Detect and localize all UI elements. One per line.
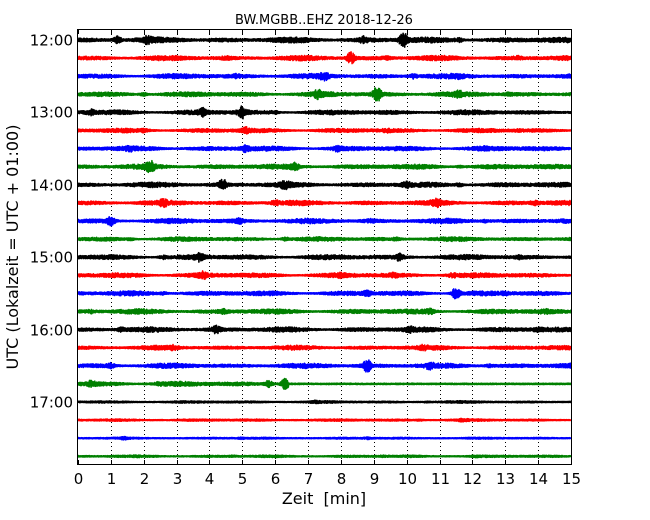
x-tick-label: 3 — [173, 470, 183, 488]
x-tick-label: 11 — [431, 470, 450, 488]
y-axis-title: UTC (Lokalzeit = UTC + 01:00) — [3, 125, 22, 370]
trace-1215 — [77, 51, 572, 65]
trace-1315 — [77, 125, 572, 135]
chart-title: BW.MGBB..EHZ 2018-12-26 — [235, 13, 413, 28]
trace-1400 — [77, 178, 572, 191]
x-tick-label: 1 — [107, 470, 117, 488]
x-axis-title: Zeit [min] — [282, 489, 366, 508]
trace-1430 — [77, 216, 572, 227]
x-tick-label: 0 — [74, 470, 84, 488]
trace-1615 — [77, 343, 572, 352]
y-tick-label: 17:00 — [30, 394, 73, 412]
trace-1300 — [77, 105, 572, 120]
trace-1500 — [77, 251, 572, 263]
x-tick-label: 7 — [304, 470, 314, 488]
x-tick-label: 2 — [140, 470, 150, 488]
trace-1600 — [77, 324, 572, 335]
trace-1230 — [77, 71, 572, 82]
x-grid — [111, 30, 539, 464]
trace-1530 — [77, 288, 572, 300]
y-tick-label: 15:00 — [30, 249, 73, 267]
trace-1200 — [77, 32, 572, 48]
trace-1445 — [77, 236, 572, 243]
x-axis: 0 1 2 3 4 5 6 7 8 9 10 11 12 13 14 15 — [74, 30, 581, 488]
x-tick-label: 13 — [496, 470, 515, 488]
x-tick-label: 12 — [463, 470, 482, 488]
x-tick-label: 10 — [398, 470, 417, 488]
trace-1345 — [77, 159, 572, 174]
y-axis: 12:00 13:00 14:00 15:00 16:00 17:00 — [30, 32, 571, 412]
x-tick-label: 14 — [529, 470, 548, 488]
plot-frame — [77, 29, 572, 465]
trace-1245 — [77, 87, 572, 102]
x-tick-label: 6 — [271, 470, 281, 488]
y-tick-label: 14:00 — [30, 177, 73, 195]
x-tick-label: 15 — [562, 470, 581, 488]
y-tick-label: 13:00 — [30, 104, 73, 122]
trace-1730 — [77, 435, 572, 441]
trace-1330 — [77, 144, 572, 154]
trace-1745 — [77, 454, 572, 459]
traces — [77, 32, 572, 459]
trace-1630 — [77, 359, 572, 373]
x-tick-label: 9 — [370, 470, 380, 488]
x-tick-label: 5 — [238, 470, 248, 488]
y-tick-label: 12:00 — [30, 32, 73, 50]
x-tick-label: 4 — [205, 470, 215, 488]
trace-1515 — [77, 270, 572, 281]
trace-1415 — [77, 197, 572, 209]
trace-1645 — [77, 377, 572, 391]
trace-1715 — [77, 417, 572, 423]
trace-1700 — [77, 399, 572, 405]
x-tick-label: 8 — [337, 470, 347, 488]
y-tick-label: 16:00 — [30, 322, 73, 340]
trace-1545 — [77, 307, 572, 316]
